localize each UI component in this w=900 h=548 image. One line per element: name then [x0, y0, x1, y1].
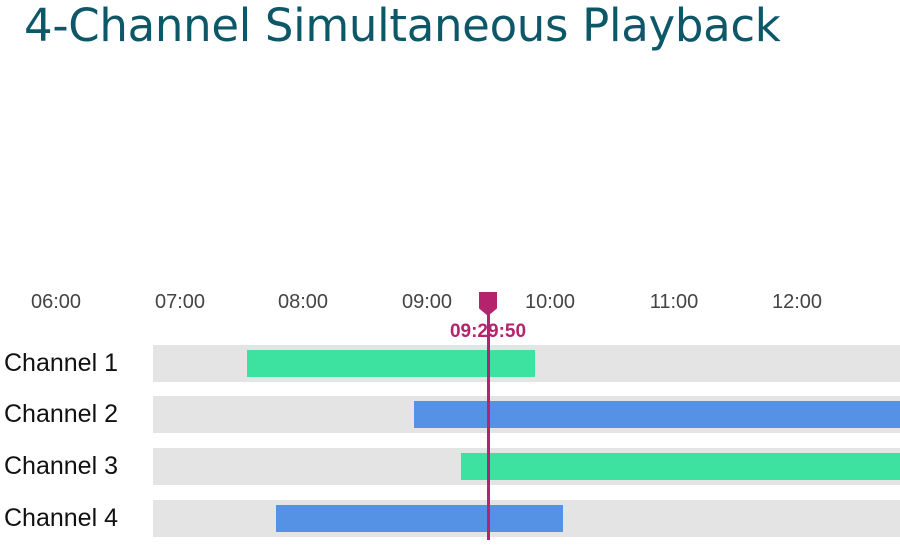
playhead-marker-icon[interactable]: [479, 292, 497, 316]
channel-row-4: Channel 4: [0, 500, 900, 537]
time-tick-label: 06:00: [30, 291, 82, 313]
time-tick-label: 09:00: [401, 291, 453, 313]
recording-segment[interactable]: [461, 453, 900, 480]
playhead-line[interactable]: [487, 314, 490, 540]
channel-track[interactable]: [153, 500, 900, 537]
channel-row-2: Channel 2: [0, 396, 900, 433]
channel-label: Channel 1: [4, 349, 118, 377]
recording-segment[interactable]: [414, 401, 900, 428]
channel-track[interactable]: [153, 448, 900, 485]
channel-label: Channel 4: [4, 504, 118, 532]
page-title: 4-Channel Simultaneous Playback: [24, 0, 781, 52]
time-tick-label: 08:00: [277, 291, 329, 313]
channel-label: Channel 2: [4, 400, 118, 428]
time-tick-label: 12:00: [771, 291, 823, 313]
recording-segment[interactable]: [247, 350, 535, 377]
channel-row-1: Channel 1: [0, 345, 900, 382]
channel-row-3: Channel 3: [0, 448, 900, 485]
time-tick-label: 07:00: [154, 291, 206, 313]
time-tick-label: 11:00: [649, 291, 699, 313]
time-tick-label: 10:00: [524, 291, 576, 313]
channel-track[interactable]: [153, 345, 900, 382]
recording-segment[interactable]: [276, 505, 564, 532]
channel-label: Channel 3: [4, 452, 118, 480]
channel-track[interactable]: [153, 396, 900, 433]
playhead-time: 09:29:50: [449, 321, 527, 342]
